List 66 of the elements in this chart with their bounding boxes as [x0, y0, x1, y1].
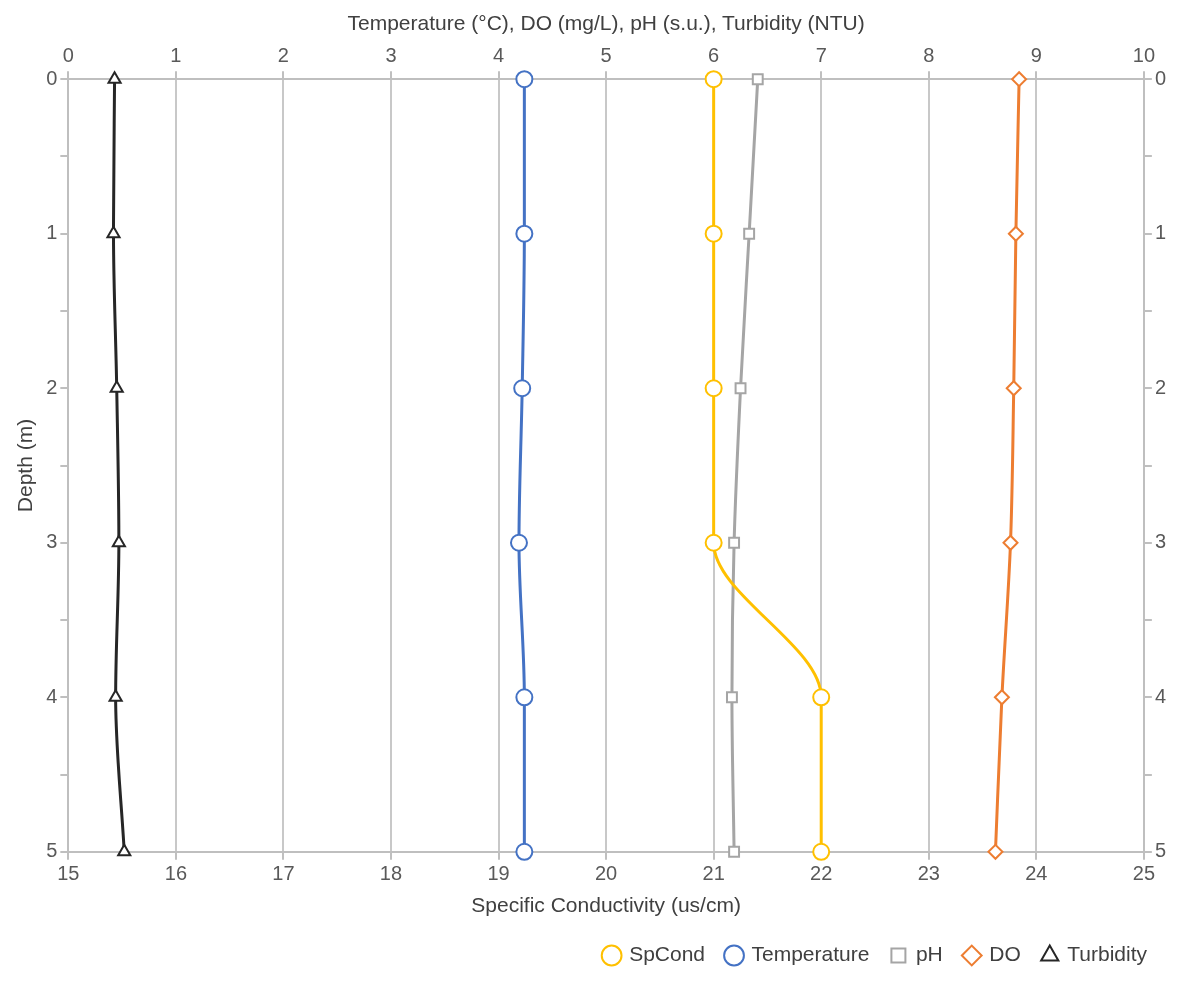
point: [111, 534, 126, 548]
x-tick-label: 18: [379, 862, 403, 885]
point: [987, 843, 1004, 860]
x-tick-label: 25: [1132, 862, 1155, 885]
point: [734, 382, 747, 395]
y-tick-label: 5: [46, 839, 58, 862]
x2-tick-label: 0: [62, 43, 74, 66]
legend-label: Turbidity: [1067, 942, 1148, 966]
point: [743, 227, 756, 240]
x-axis-title: Specific Conductivity (us/cm): [471, 893, 741, 917]
x-tick-label: 20: [594, 862, 618, 885]
x-tick-label: 15: [57, 862, 80, 885]
y2-tick-label: 3: [1154, 530, 1166, 553]
point: [515, 70, 534, 89]
point: [993, 689, 1010, 706]
x2-tick-label: 10: [1132, 43, 1155, 66]
legend-label: DO: [989, 942, 1021, 966]
point: [515, 224, 534, 243]
y2-tick-label: 1: [1154, 221, 1166, 244]
x2-tick-label: 1: [170, 43, 182, 66]
x-tick-label: 16: [164, 862, 187, 885]
x-tick-label: 19: [487, 862, 510, 885]
point: [109, 380, 124, 393]
y-tick-label: 3: [46, 530, 58, 553]
x-tick-label: 22: [810, 862, 833, 885]
point: [1002, 534, 1019, 551]
point: [725, 691, 738, 704]
x2-tick-label: 9: [1030, 43, 1042, 66]
x2-tick-label: 8: [923, 43, 935, 66]
x-tick-label: 21: [702, 862, 725, 885]
x2-tick-label: 7: [815, 43, 827, 66]
point: [1007, 225, 1024, 242]
point: [1011, 71, 1028, 88]
y-tick-label: 4: [46, 684, 58, 707]
x2-tick-label: 6: [708, 43, 720, 66]
legend-label: SpCond: [629, 942, 706, 966]
point: [728, 845, 741, 858]
y-tick-label: 0: [46, 66, 58, 89]
x-tick-label: 17: [272, 862, 295, 885]
point: [751, 73, 764, 86]
y-axis-title: Depth (m): [13, 418, 37, 513]
point: [513, 379, 532, 398]
x2-tick-label: 3: [385, 43, 397, 66]
point: [1005, 380, 1022, 397]
x2-axis-title: Temperature (°C), DO (mg/L), pH (s.u.), Turbidity (NTU): [347, 11, 865, 35]
y2-tick-label: 2: [1154, 375, 1166, 398]
x2-tick-label: 5: [600, 43, 612, 66]
y2-tick-label: 0: [1154, 66, 1166, 89]
y2-tick-label: 5: [1154, 839, 1166, 862]
x-tick-label: 23: [917, 862, 940, 885]
point: [515, 842, 534, 861]
y-tick-label: 1: [46, 221, 58, 244]
point: [107, 71, 122, 84]
x-tick-label: 24: [1025, 862, 1048, 885]
x2-tick-label: 2: [277, 43, 289, 66]
legend-label: Temperature: [751, 942, 870, 966]
point: [509, 533, 528, 552]
y-tick-label: 2: [46, 375, 58, 398]
point: [106, 225, 121, 239]
legend-label: pH: [915, 942, 943, 966]
point: [108, 689, 123, 702]
point: [728, 536, 741, 549]
y2-tick-label: 4: [1154, 684, 1166, 707]
point: [117, 843, 132, 857]
x2-tick-label: 4: [492, 43, 505, 66]
point: [515, 688, 534, 707]
